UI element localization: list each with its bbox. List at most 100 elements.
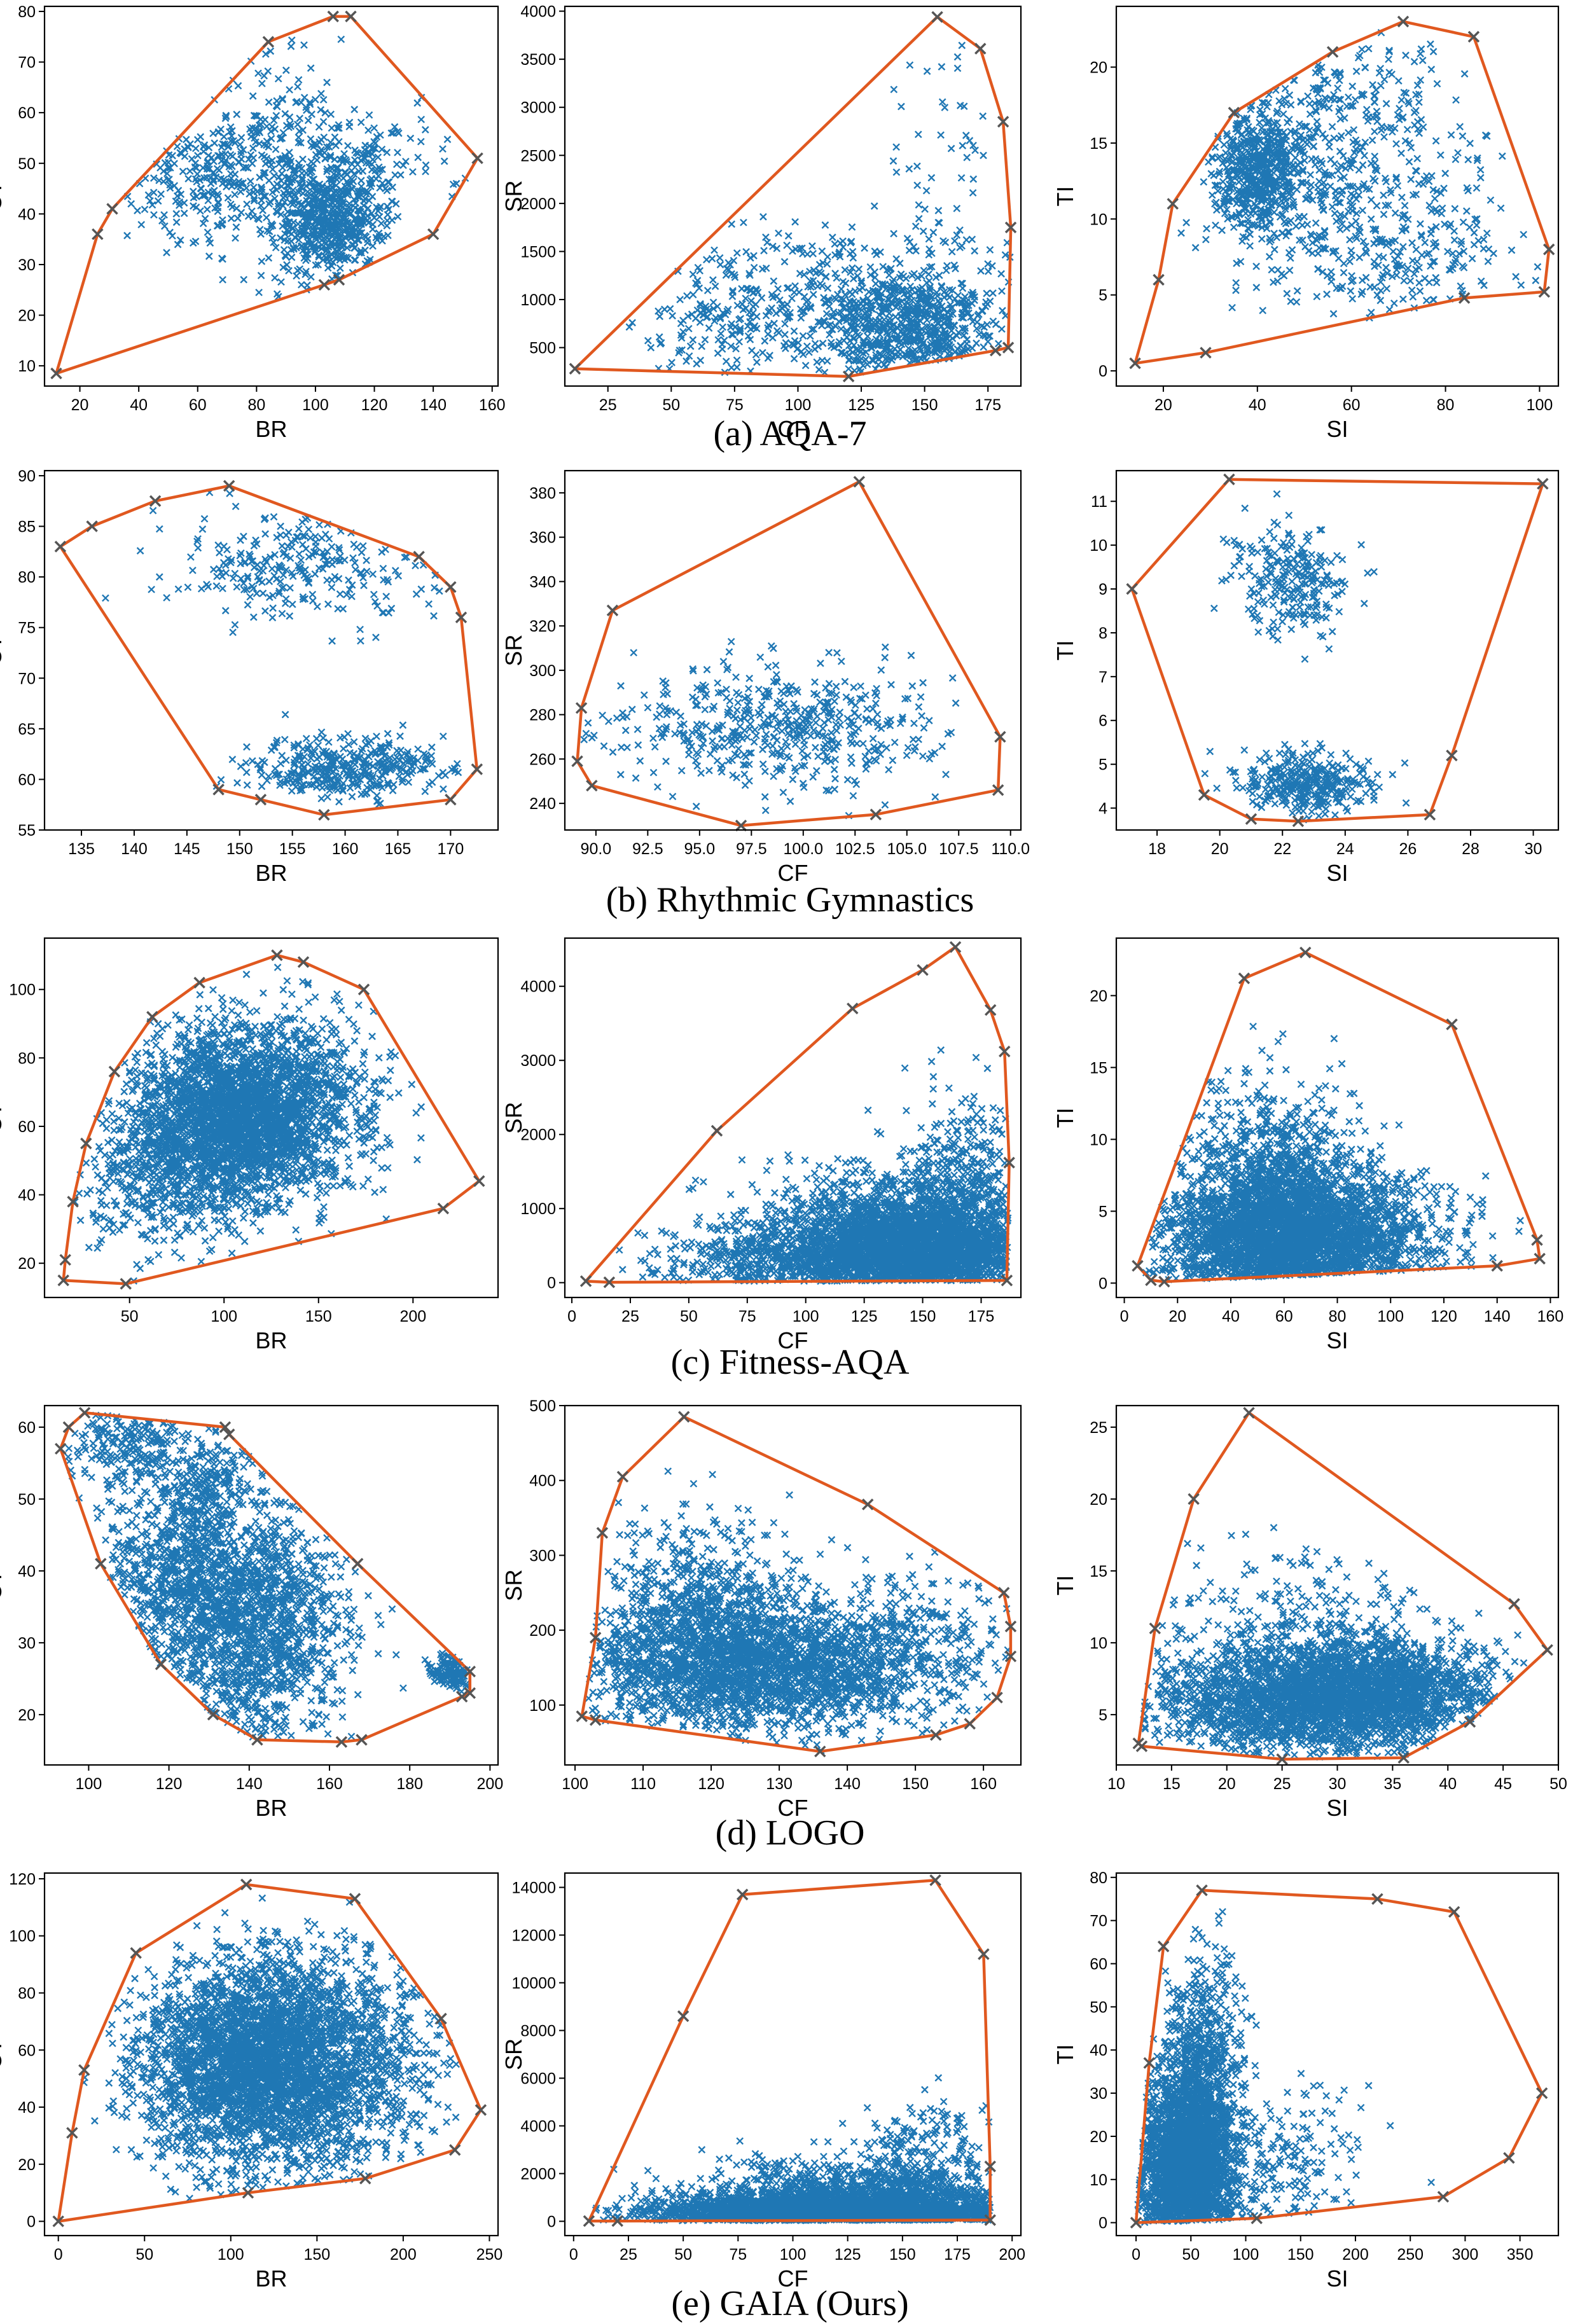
panel-1-0-hull-vertex-2 [149,495,162,507]
panel-1-2-hull-vertex-0 [1126,583,1138,595]
panel-0-1-xtick-label-6: 175 [974,396,1001,414]
panel-3-2-hull-vertex-5 [1541,1643,1553,1656]
panel-0-0-xlabel: BR [255,416,287,442]
panel-0-0-scatter-markers [123,35,469,301]
panel-2-1: 0 25 50 75 100 125 150 175 0 1000 2000 3000 4000 CF SR [501,937,1022,1353]
panel-2-1-xtick-label-5: 125 [851,1308,878,1325]
panel-3-2-ytick-label-4: 25 [1090,1419,1107,1437]
panel-1-0-xlabel: BR [255,860,287,886]
panel-2-2-ytick-label-2: 10 [1090,1131,1107,1149]
panel-1-1-xtick-label-5: 102.5 [835,840,875,858]
panel-0-0-xtick-label-2: 60 [189,396,207,414]
panel-4-2-hull-vertex-3 [1196,1884,1208,1897]
panel-0-2-hull-vertex-2 [1167,198,1179,210]
panel-4-0-xlabel: BR [255,2265,287,2292]
panel-3-1-ytick-label-1: 200 [529,1622,556,1640]
panel-4-2-ylabel: TI [1052,2044,1078,2065]
panel-1-1-ylabel: SR [501,634,527,666]
panel-4-1-xtick-label-1: 25 [620,2246,637,2264]
panel-1-0-ytick-label-4: 75 [18,619,36,637]
panel-2-2-hull-vertex-0 [1132,1260,1144,1272]
panel-0-0-hull-vertex-6 [471,152,483,165]
panel-0-2-ytick-label-2: 10 [1090,211,1107,228]
panel-1-2-scatter-markers [1201,490,1410,824]
panel-4-2-ytick-label-5: 50 [1090,1998,1107,2016]
panel-1-2-xtick-label-4: 26 [1399,840,1417,858]
panel-2-1-hull-vertex-6 [999,1046,1011,1058]
panel-4-1-hull-vertex-1 [677,2010,690,2023]
panel-3-1-ylabel: SR [501,1569,527,1601]
panel-4-1-hull-vertex-6 [984,2214,996,2226]
panel-1-0-hull-vertex-1 [86,520,98,532]
panel-3-0-xtick-label-0: 100 [76,1775,102,1793]
panel-1-2-ytick-label-5: 9 [1098,581,1107,598]
panel-1-0-hull-vertex-3 [223,480,235,492]
panel-1-2-points [1201,490,1410,824]
panel-1-0-hull-vertex-10 [254,794,267,806]
panel-2-0-hull-vertex-3 [80,1137,92,1150]
panel-0-1-scatter-markers [625,41,1014,377]
panel-0-2-convex-hull [1133,20,1551,365]
panel-1-2-ytick-label-4: 8 [1098,625,1107,642]
panel-2-2-ytick-label-1: 5 [1098,1203,1107,1221]
panel-0-1-hull-vertex-2 [974,43,987,55]
panel-1-0-ytick-label-3: 70 [18,670,36,688]
panel-3-0-convex-hull [59,1411,472,1744]
panel-1-1-xlabel: CF [778,860,808,886]
panel-4-2-xtick-label-2: 100 [1233,2246,1259,2264]
panel-0-0-ytick-label-0: 10 [18,357,36,375]
panel-3-0-xtick-label-1: 120 [156,1775,183,1793]
panel-1-0-hull-vertex-4 [413,551,425,563]
panel-4-1-ytick-label-2: 4000 [520,2118,556,2136]
panel-2-2-xtick-label-5: 100 [1377,1308,1404,1325]
panel-1-1-hull-vertex-6 [735,819,747,832]
panel-0-0-hull-vertex-8 [333,273,345,286]
panel-2-2-ytick-label-4: 20 [1090,987,1107,1005]
panel-1-0-hull-vertex-7 [471,763,483,775]
panel-2-2-xlabel: SI [1326,1327,1348,1353]
panel-4-0-xtick-label-1: 50 [135,2246,153,2264]
panel-3-1-hull-vertex-1 [589,1631,602,1644]
panel-4-1-xtick-label-6: 150 [889,2246,916,2264]
panel-3-2-ytick-label-3: 20 [1090,1491,1107,1509]
panel-0-2-ytick-label-1: 5 [1098,287,1107,305]
panel-1-1-xtick-label-6: 105.0 [887,840,927,858]
panel-3-2-hull-vertex-4 [1508,1598,1520,1610]
panel-3-1-hull-vertex-9 [991,1691,1003,1704]
panel-4-2-ytick-label-8: 80 [1090,1869,1107,1887]
panel-0-2: 20 40 60 80 100 0 5 10 15 20 SI TI [1052,5,1560,442]
panel-3-2-ytick-label-0: 5 [1098,1706,1107,1724]
panel-0-0: 20 40 60 80 100 120 140 160 10 20 30 40 50 60 70 80 BR CT [0,3,506,442]
panel-0-1-xtick-label-5: 150 [911,396,938,414]
panel-2-2-hull-vertex-8 [1145,1274,1157,1287]
panel-3-1-hull-vertex-6 [998,1587,1010,1599]
panel-4-0-hull-vertex-5 [349,1893,361,1905]
panel-4-1: 0 25 50 75 100 125 150 175 200020004000600080001… [501,1872,1025,2292]
panel-2-2-hull-vertex-1 [1238,972,1251,985]
panel-2-2-hull-vertex-2 [1299,946,1312,958]
panel-4-0-xtick-label-5: 250 [476,2246,503,2264]
panel-1-2-hull-vertex-4 [1424,808,1436,821]
panel-4-0-ytick-label-4: 80 [18,1985,36,2003]
panel-4-0-axes-frame [43,1872,499,2237]
panel-3-2-xtick-label-7: 45 [1494,1775,1512,1793]
panel-0-2-hull-vertex-6 [1467,31,1480,43]
panel-1-1-ytick-label-4: 320 [529,618,556,635]
panel-1-1-hull-vertex-8 [571,755,583,768]
panel-4-0-ytick-label-2: 40 [18,2099,36,2117]
panel-4-0-xtick-label-0: 0 [54,2246,63,2264]
panel-4-1-xtick-label-5: 125 [835,2246,861,2264]
panel-1-1-hull-vertex-4 [992,784,1004,796]
panel-0-0-hull-vertex-3 [262,36,275,48]
panel-2-1-xtick-label-7: 175 [968,1308,995,1325]
panel-0-2-ytick-label-4: 20 [1090,59,1107,77]
panel-0-1-hull-vertex-5 [1002,342,1015,354]
panel-3-1-xtick-label-3: 130 [766,1775,793,1793]
panel-4-0-convex-hull [57,1883,483,2223]
panel-1-0-xtick-label-7: 170 [438,840,464,858]
panel-4-2-axes-frame [1115,1872,1560,2237]
panel-1-0-xtick-label-4: 155 [279,840,306,858]
panel-0-0-hull-vertex-9 [318,279,331,291]
panel-2-2-xtick-label-6: 120 [1431,1308,1457,1325]
panel-0-2-hull-vertex-8 [1538,286,1551,298]
